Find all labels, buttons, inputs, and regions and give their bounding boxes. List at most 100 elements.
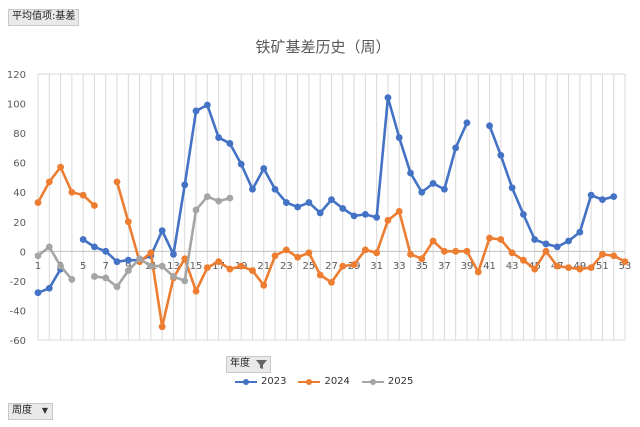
data-point — [215, 134, 223, 141]
data-point — [170, 273, 177, 280]
data-point — [520, 210, 527, 218]
data-point — [45, 284, 53, 292]
data-point — [91, 243, 98, 251]
data-point — [520, 256, 527, 264]
data-point — [328, 196, 335, 204]
data-point — [271, 185, 279, 193]
y-tick-label: -60 — [10, 336, 26, 347]
data-point — [113, 258, 121, 266]
data-point — [373, 213, 381, 221]
data-point — [553, 262, 561, 270]
x-tick-label: 1 — [35, 261, 41, 272]
data-point — [215, 197, 223, 205]
data-point — [361, 210, 369, 218]
data-point — [79, 236, 87, 243]
pivot-value-field-label: 平均值项:基差 — [12, 11, 76, 22]
data-point — [384, 216, 392, 224]
legend-swatch — [298, 377, 321, 387]
data-point — [497, 236, 505, 243]
data-point — [553, 243, 561, 251]
x-tick-label: 5 — [80, 261, 86, 272]
data-point — [316, 209, 324, 217]
x-tick-label: 43 — [506, 261, 519, 272]
legend-item-2023: 2023 — [235, 376, 286, 387]
series-2024 — [34, 163, 629, 331]
data-point — [91, 273, 98, 280]
data-point — [565, 264, 572, 271]
data-point — [508, 184, 516, 192]
data-point — [181, 181, 189, 189]
data-point — [113, 283, 121, 291]
y-tick-label: 0 — [20, 247, 26, 258]
x-tick-label: 37 — [438, 261, 451, 272]
x-tick-label: 21 — [257, 261, 270, 272]
legend-label: 2024 — [324, 376, 350, 387]
data-point — [226, 140, 234, 147]
legend-swatch — [361, 377, 384, 387]
data-point — [339, 262, 347, 270]
week-filter-label: 周度 — [12, 405, 32, 416]
y-tick-label: 100 — [7, 100, 26, 111]
week-filter-button[interactable]: 周度 ▼ — [8, 403, 53, 420]
filter-funnel-icon — [256, 360, 267, 369]
data-point — [34, 199, 42, 206]
data-point — [57, 163, 64, 171]
legend-label: 2023 — [261, 376, 287, 387]
y-tick-label: 20 — [13, 218, 26, 229]
data-point — [203, 264, 211, 271]
data-point — [587, 264, 595, 271]
data-point — [361, 246, 369, 254]
data-point — [565, 237, 572, 245]
data-point — [440, 247, 448, 255]
data-point — [45, 178, 53, 186]
data-point — [158, 262, 166, 270]
x-tick-label: 39 — [461, 261, 474, 272]
data-point — [102, 274, 110, 282]
data-point — [91, 202, 98, 209]
data-point — [192, 287, 200, 295]
data-point — [215, 258, 223, 266]
data-point — [576, 265, 584, 273]
year-filter-button[interactable]: 年度 — [226, 356, 271, 373]
data-point — [418, 188, 426, 196]
data-point — [452, 247, 460, 255]
data-point — [328, 278, 335, 286]
data-point — [429, 179, 437, 187]
data-point — [147, 262, 155, 270]
year-filter-label: 年度 — [230, 358, 250, 369]
data-point — [316, 271, 324, 279]
data-point — [599, 250, 606, 258]
series-line — [488, 125, 615, 249]
dropdown-arrow-icon: ▼ — [41, 406, 48, 415]
data-point — [237, 160, 245, 168]
data-point — [260, 165, 268, 172]
y-tick-label: 120 — [7, 70, 26, 81]
data-point — [486, 122, 493, 130]
data-point — [249, 185, 256, 193]
x-tick-label: 33 — [393, 261, 406, 272]
x-tick-label: 17 — [212, 261, 225, 272]
series-2023 — [34, 94, 618, 297]
data-point — [497, 151, 505, 159]
data-point — [102, 247, 110, 255]
pivot-value-field-button[interactable]: 平均值项:基差 — [8, 9, 80, 26]
data-point — [282, 246, 290, 254]
y-tick-label: 80 — [13, 129, 26, 140]
data-point — [463, 247, 471, 255]
data-point — [282, 199, 290, 206]
data-point — [237, 262, 245, 270]
x-tick-label: 15 — [190, 261, 203, 272]
data-point — [486, 234, 493, 242]
y-tick-label: -40 — [10, 306, 26, 317]
data-point — [158, 323, 166, 331]
data-point — [124, 218, 132, 226]
data-point — [124, 267, 132, 274]
data-point — [407, 250, 414, 258]
data-point — [599, 196, 606, 204]
data-point — [542, 247, 550, 255]
data-point — [79, 191, 87, 199]
data-point — [305, 199, 313, 206]
x-tick-label: 13 — [167, 261, 180, 272]
y-tick-label: 60 — [13, 159, 26, 170]
